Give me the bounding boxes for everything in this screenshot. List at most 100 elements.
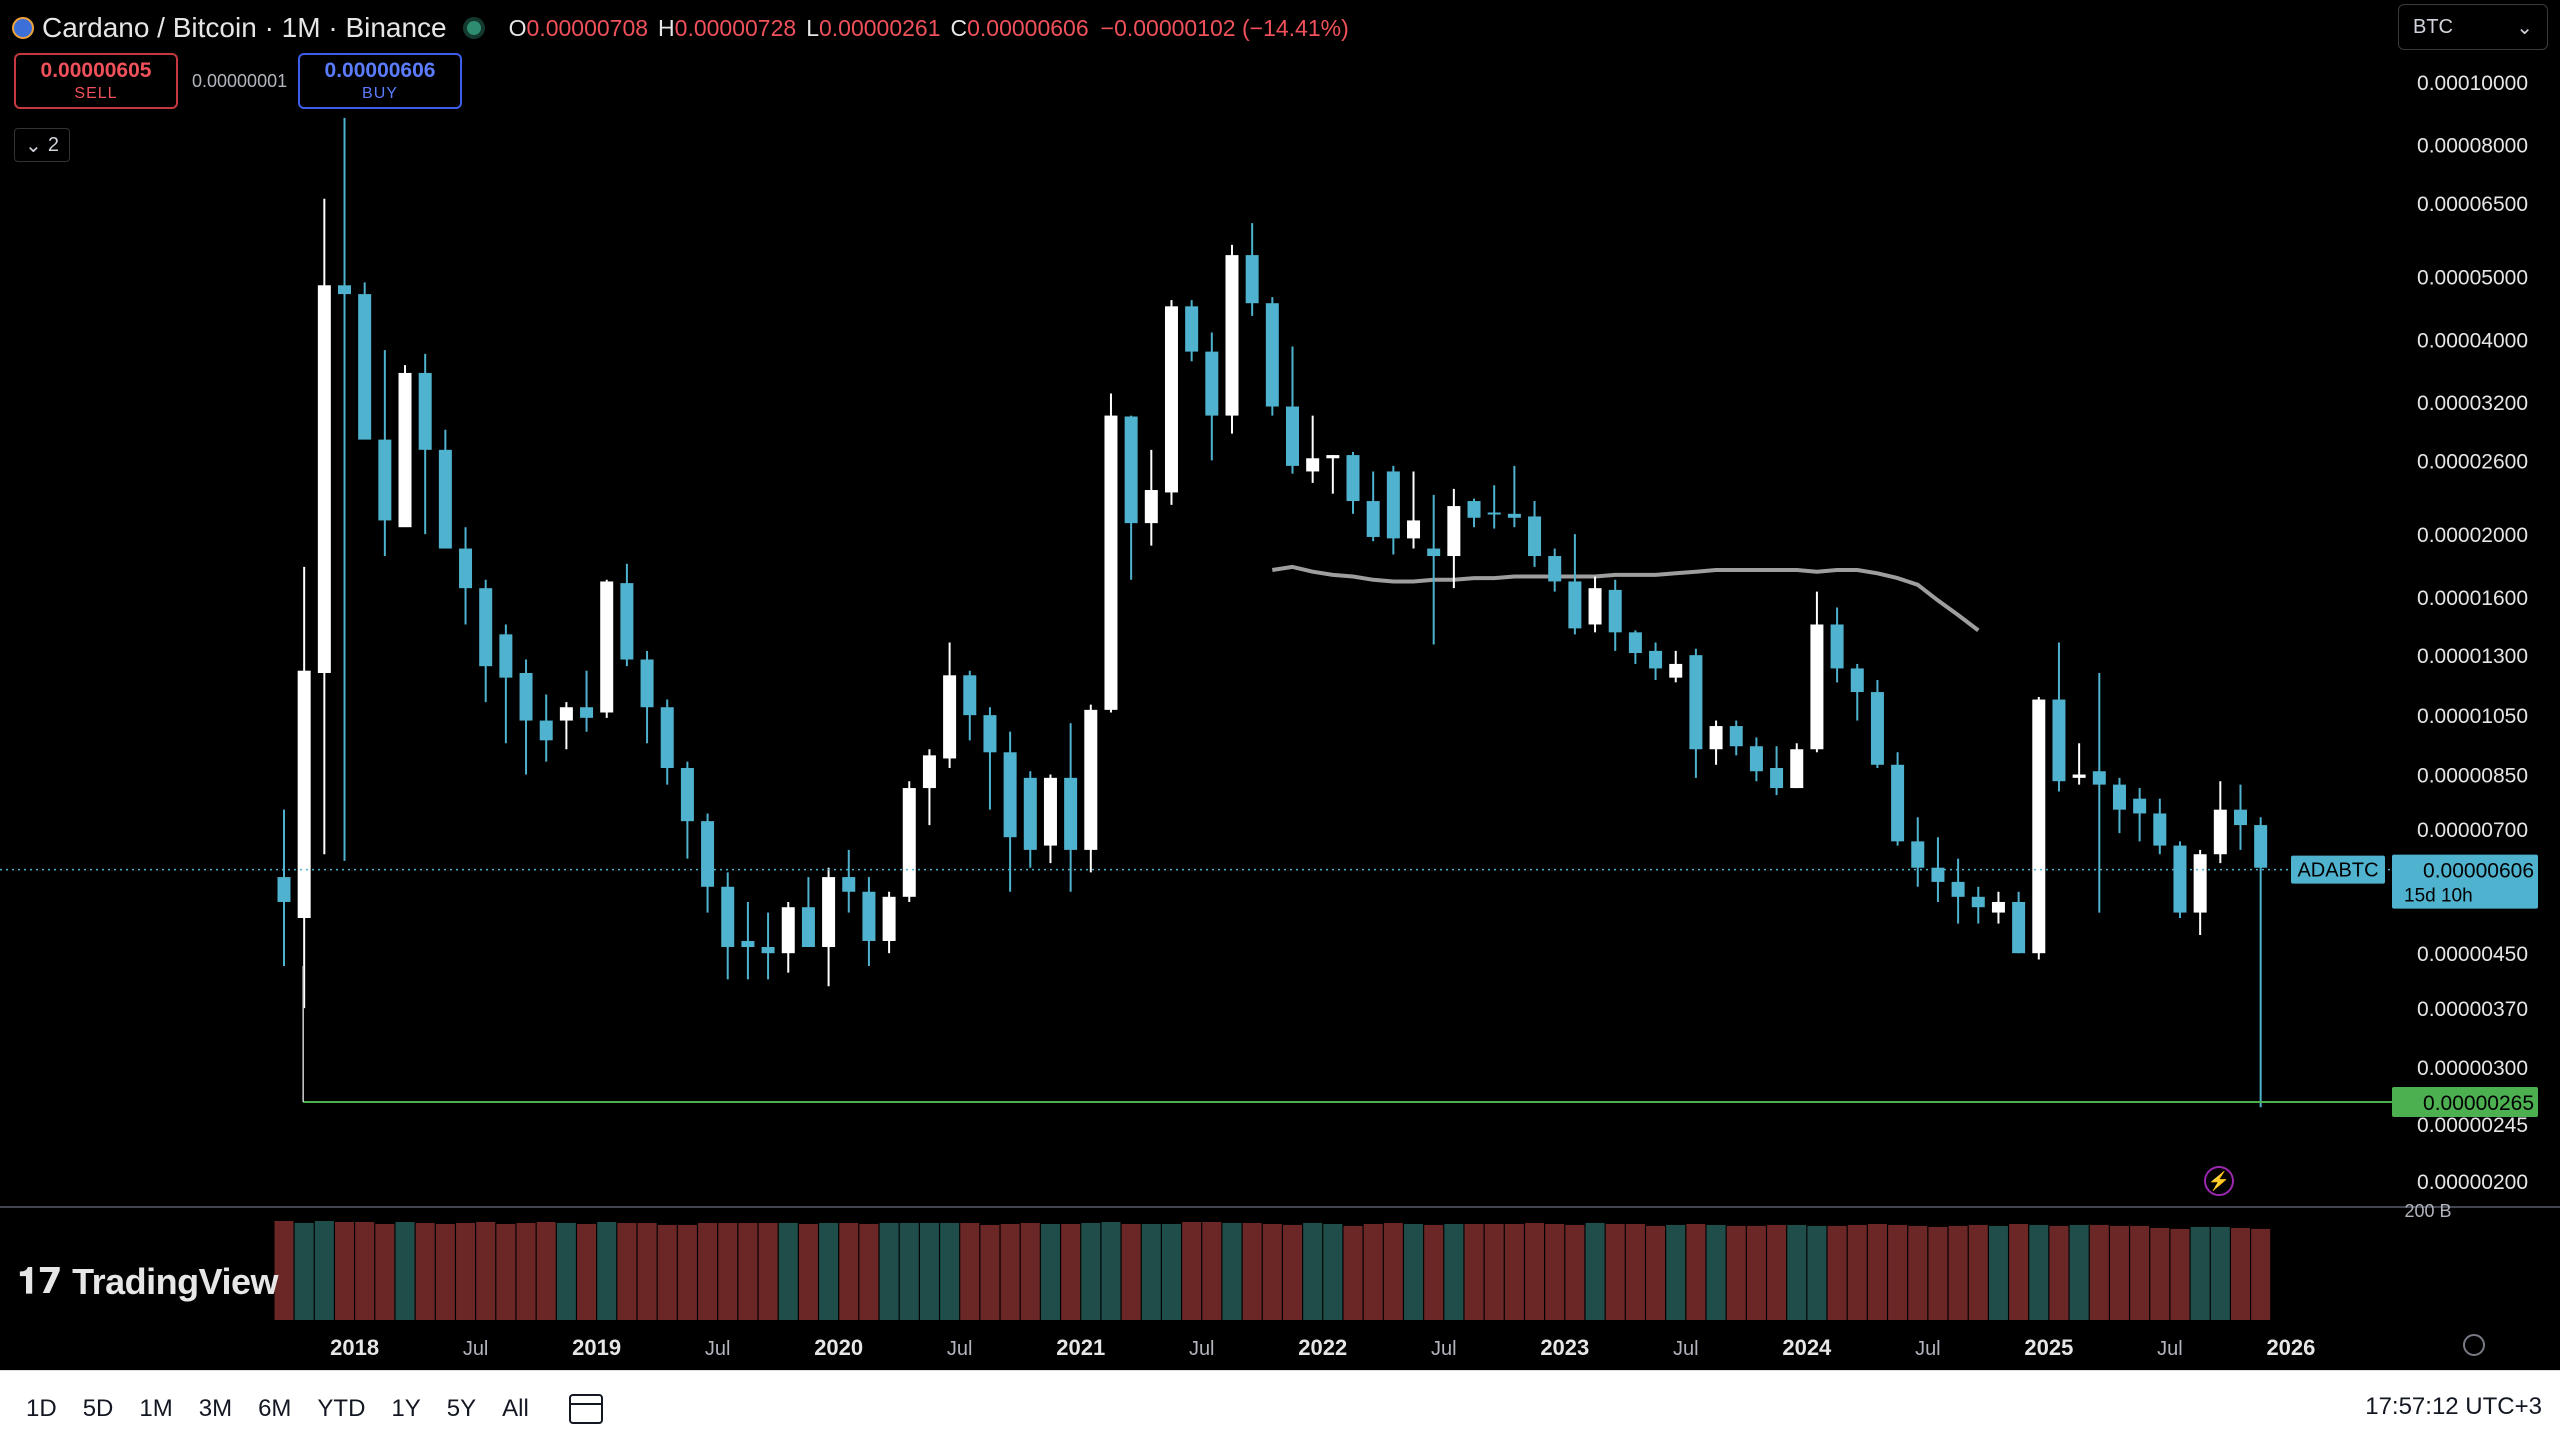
- spread-value: 0.00000001: [192, 70, 288, 91]
- volume-bar: [899, 1222, 919, 1320]
- y-tick-label: 0.00000450: [2417, 943, 2528, 966]
- market-status-icon: [466, 21, 481, 35]
- volume-bar: [657, 1224, 677, 1320]
- volume-bar: [2069, 1224, 2089, 1320]
- y-tick-label: 0.00001600: [2417, 587, 2528, 610]
- currency-select[interactable]: BTC ⌄: [2398, 4, 2548, 50]
- countdown-label: 15d 10h: [2404, 886, 2473, 907]
- buy-button[interactable]: 0.00000606 BUY: [298, 53, 462, 109]
- volume-bar: [274, 1221, 294, 1320]
- candle-body: [1427, 548, 1441, 557]
- indicators-count: 2: [47, 133, 59, 156]
- calendar-icon[interactable]: [568, 1393, 603, 1424]
- symbol-title[interactable]: Cardano / Bitcoin · 1M · Binance: [42, 12, 447, 43]
- candle-body: [1608, 589, 1622, 633]
- low-value: 0.00000261: [818, 14, 941, 41]
- candle-body: [1770, 767, 1784, 789]
- candle-body: [781, 907, 795, 954]
- candle-body: [1991, 901, 2005, 913]
- volume-bar: [798, 1223, 818, 1320]
- volume-bar: [2049, 1225, 2069, 1320]
- candle-body: [1548, 556, 1562, 582]
- x-tick-label: 2025: [2024, 1335, 2073, 1360]
- timeframe-6m[interactable]: 6M: [258, 1394, 292, 1422]
- price-chart[interactable]: 200 B 0.00000265 ADABTC 0.00000606 15d 10h 0…: [0, 0, 2560, 1370]
- volume-bar: [1141, 1223, 1161, 1320]
- x-tick-label: 2022: [1298, 1335, 1347, 1360]
- y-tick-label: 0.00000300: [2417, 1057, 2528, 1080]
- candle-body: [1144, 490, 1158, 524]
- candle-body: [1043, 777, 1057, 846]
- timeframe-all[interactable]: All: [502, 1394, 529, 1422]
- volume-bar: [516, 1222, 536, 1320]
- volume-bar: [1968, 1224, 1988, 1320]
- volume-bar: [1262, 1223, 1282, 1320]
- volume-bar: [1182, 1221, 1202, 1320]
- indicators-collapse-button[interactable]: ⌄ 2: [14, 128, 70, 162]
- sell-button[interactable]: 0.00000605 SELL: [14, 53, 178, 109]
- timeframe-ytd[interactable]: YTD: [317, 1394, 366, 1422]
- y-tick-label: 0.00000370: [2417, 998, 2528, 1021]
- candle-body: [2072, 774, 2086, 778]
- x-tick-label: 2018: [330, 1335, 379, 1360]
- volume-bar: [617, 1222, 637, 1320]
- trade-panel: 0.00000605 SELL 0.00000001 0.00000606 BU…: [14, 53, 462, 109]
- x-tick-label: 2020: [814, 1335, 863, 1360]
- volume-bar: [577, 1223, 597, 1320]
- x-tick-label: Jul: [705, 1338, 731, 1360]
- y-tick-label: 0.00001050: [2417, 705, 2528, 728]
- volume-bar: [2089, 1224, 2109, 1320]
- candle-body: [963, 675, 977, 716]
- volume-bar: [395, 1221, 415, 1320]
- volume-bar: [698, 1222, 718, 1320]
- y-tick-label: 0.00005000: [2417, 267, 2528, 290]
- volume-bar: [2130, 1225, 2150, 1320]
- sell-label: SELL: [74, 85, 118, 102]
- candle-body: [277, 877, 291, 902]
- sell-price: 0.00000605: [40, 59, 152, 82]
- candle-body: [1951, 881, 1965, 897]
- volume-bar: [1625, 1223, 1645, 1320]
- high-label: H: [658, 14, 675, 41]
- buy-price: 0.00000606: [324, 59, 436, 82]
- volume-bar: [375, 1223, 395, 1320]
- volume-bar: [2109, 1225, 2129, 1320]
- volume-axis-label: 200 B: [2404, 1201, 2451, 1221]
- settings-icon[interactable]: [2463, 1334, 2485, 1356]
- buy-label: BUY: [362, 85, 398, 102]
- volume-bar: [1565, 1224, 1585, 1320]
- candle-body: [862, 891, 876, 941]
- tradingview-logo[interactable]: 𝟏𝟳 TradingView: [18, 1260, 278, 1303]
- volume-bar: [597, 1221, 617, 1320]
- volume-bar: [496, 1223, 516, 1320]
- candle-body: [882, 896, 896, 941]
- x-tick-label: Jul: [1673, 1338, 1699, 1360]
- timeframe-5y[interactable]: 5Y: [446, 1394, 477, 1422]
- candle-body: [801, 907, 815, 948]
- candle-body: [1286, 406, 1299, 466]
- volume-bar: [556, 1222, 576, 1320]
- open-value: 0.00000708: [526, 14, 649, 41]
- volume-bar: [1666, 1224, 1686, 1320]
- volume-bar: [738, 1222, 758, 1320]
- volume-bar: [1807, 1225, 1827, 1320]
- y-tick-label: 0.00002000: [2417, 524, 2528, 547]
- volume-bar: [1686, 1223, 1706, 1320]
- timeframe-1d[interactable]: 1D: [26, 1394, 57, 1422]
- candle-body: [761, 947, 775, 954]
- timeframe-1y[interactable]: 1Y: [391, 1394, 421, 1422]
- volume-bar: [2029, 1224, 2049, 1320]
- candle-body: [459, 548, 473, 589]
- timeframe-5d[interactable]: 5D: [82, 1394, 114, 1422]
- candle-body: [2254, 825, 2268, 868]
- candle-body: [559, 707, 573, 721]
- candle-body: [2052, 699, 2066, 782]
- volume-bar: [1363, 1223, 1383, 1320]
- lightning-icon[interactable]: ⚡: [2204, 1166, 2234, 1196]
- chevron-down-icon: ⌄: [2516, 16, 2533, 39]
- timeframe-3m[interactable]: 3M: [198, 1394, 233, 1422]
- timeframe-1m[interactable]: 1M: [139, 1394, 173, 1422]
- y-tick-label: 0.00000700: [2417, 819, 2528, 842]
- volume-bar: [2170, 1228, 2190, 1320]
- candle-body: [1891, 764, 1905, 842]
